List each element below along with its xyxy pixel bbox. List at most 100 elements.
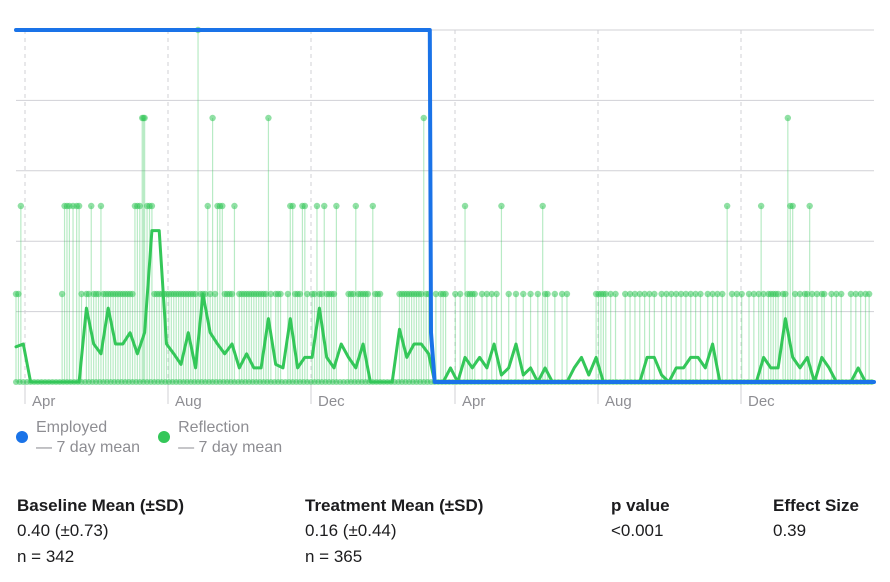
- reflection-daily-point: [505, 290, 512, 298]
- reflection-daily-point: [847, 290, 855, 298]
- reflection-daily-point: [350, 290, 357, 298]
- reflection-daily-point: [206, 290, 214, 298]
- reflection-daily-point: [714, 290, 721, 298]
- reflection-daily-point: [804, 290, 811, 298]
- reflection-daily-point: [723, 202, 731, 210]
- stat-title: Effect Size: [773, 496, 859, 515]
- reflection-daily-point: [498, 202, 505, 210]
- reflection-daily-point: [828, 290, 835, 298]
- reflection-daily-point: [833, 290, 840, 298]
- reflection-daily-point: [697, 290, 704, 298]
- x-tick-label: Aug: [175, 393, 202, 410]
- legend-item-reflection[interactable]: Reflection — 7 day mean: [158, 418, 282, 458]
- legend-item-employed[interactable]: Employed — 7 day mean: [16, 418, 140, 458]
- stat-treatment: Treatment Mean (±SD) 0.16 (±0.44) n = 36…: [305, 494, 483, 570]
- legend-subtitle: — 7 day mean: [178, 439, 283, 456]
- reflection-daily-point: [857, 290, 864, 298]
- x-tick-label: Dec: [318, 393, 345, 410]
- reflection-daily-point: [738, 290, 745, 298]
- reflection-daily-point: [728, 290, 736, 298]
- reflection-daily-point: [539, 202, 546, 210]
- reflection-daily-point: [471, 290, 478, 298]
- legend: Employed — 7 day mean Reflection — 7 day…: [16, 418, 282, 458]
- reflection-daily-point: [745, 290, 753, 298]
- legend-label-reflection: Reflection — 7 day mean: [178, 418, 282, 458]
- reflection-daily-point: [791, 290, 799, 298]
- reflection-daily-point: [563, 290, 571, 298]
- reflection-daily-point: [204, 202, 211, 210]
- x-tick-label: Apr: [462, 393, 485, 410]
- stats-panel: Baseline Mean (±SD) 0.40 (±0.73) n = 342…: [17, 494, 890, 574]
- reflection-daily-point: [641, 290, 648, 298]
- reflection-daily-point: [148, 202, 156, 210]
- reflection-daily-point: [85, 290, 93, 298]
- reflection-daily-point: [376, 290, 384, 298]
- reflection-daily-point: [209, 114, 216, 122]
- reflection-daily-point: [750, 290, 758, 298]
- stat-baseline: Baseline Mean (±SD) 0.40 (±0.73) n = 342: [17, 494, 184, 570]
- reflection-daily-point: [658, 290, 665, 298]
- reflection-daily-point: [265, 114, 272, 122]
- reflection-daily-point: [296, 290, 304, 298]
- reflection-daily-point: [330, 290, 338, 298]
- reflection-daily-point: [709, 290, 716, 298]
- reflection-daily-point: [774, 290, 782, 298]
- reflection-daily-point: [733, 290, 741, 298]
- reflection-daily-point: [551, 290, 559, 298]
- legend-dot-employed: [16, 431, 28, 443]
- reflection-daily-point: [646, 290, 653, 298]
- employed-mean-line: [14, 28, 876, 384]
- reflection-daily-point: [796, 290, 804, 298]
- reflection-daily-point: [418, 290, 425, 298]
- reflection-daily-point: [663, 290, 670, 298]
- reflection-daily-point: [520, 290, 527, 298]
- x-tick-label: Aug: [605, 393, 632, 410]
- reflection-daily-point: [333, 202, 340, 210]
- reflection-daily-point: [483, 290, 491, 298]
- reflection-daily-point: [808, 290, 816, 298]
- stat-value: 0.40 (±0.73): [17, 521, 109, 540]
- reflection-daily-point: [231, 202, 238, 210]
- reflection-daily-point: [838, 290, 845, 298]
- reflection-daily-point: [129, 290, 136, 298]
- stat-title: Treatment Mean (±SD): [305, 496, 484, 515]
- reflection-daily-point: [262, 290, 270, 298]
- reflection-daily-point: [534, 290, 542, 298]
- reflection-daily-point: [692, 290, 699, 298]
- reflection-daily-point: [311, 290, 318, 298]
- legend-label-employed: Employed — 7 day mean: [36, 418, 140, 458]
- reflection-daily-point: [192, 290, 199, 298]
- legend-dot-reflection: [158, 431, 171, 443]
- x-tick-label: Dec: [748, 393, 775, 410]
- reflection-daily-point: [284, 290, 292, 298]
- reflection-daily-point: [88, 202, 95, 210]
- reflection-daily-point: [865, 290, 873, 298]
- reflection-daily-point: [17, 202, 25, 210]
- reflection-daily-point: [813, 290, 821, 298]
- reflection-daily-point: [607, 290, 614, 298]
- reflection-daily-point: [789, 202, 796, 210]
- reflection-daily-point: [452, 290, 459, 298]
- reflection-daily-point: [75, 202, 83, 210]
- reflection-daily-point: [704, 290, 711, 298]
- reflection-daily-point: [544, 290, 551, 298]
- reflection-daily-point: [456, 290, 464, 298]
- reflection-daily-point: [420, 114, 427, 122]
- reflection-daily-point: [318, 290, 326, 298]
- reflection-daily-point: [558, 290, 566, 298]
- reflection-daily-point: [78, 290, 85, 298]
- reflection-daily-point: [668, 290, 675, 298]
- reflection-daily-point: [321, 202, 328, 210]
- reflection-daily-point: [432, 290, 440, 298]
- reflection-daily-point: [97, 202, 105, 210]
- reflection-daily-point: [369, 202, 376, 210]
- reflection-daily-point: [267, 290, 275, 298]
- reflection-daily-point: [760, 290, 767, 298]
- reflection-daily-point: [631, 290, 639, 298]
- stat-count: n = 365: [305, 547, 363, 566]
- reflection-daily-point: [488, 290, 495, 298]
- reflection-daily-point: [304, 290, 311, 298]
- legend-subtitle: — 7 day mean: [36, 439, 141, 456]
- reflection-daily-point: [687, 290, 694, 298]
- reflection-daily-point: [626, 290, 634, 298]
